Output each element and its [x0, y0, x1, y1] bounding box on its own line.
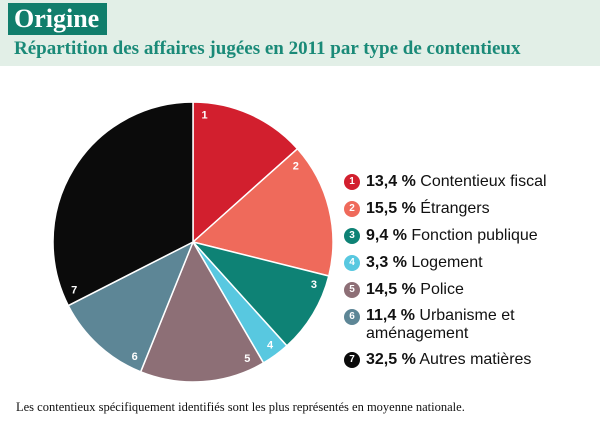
- pie-slice-3: [190, 240, 330, 347]
- legend-item-2: 2 15,5 % Étrangers: [344, 199, 600, 219]
- chart-subtitle: Répartition des affaires jugées en 2011 …: [14, 38, 521, 59]
- pie-label-2: 2: [293, 161, 299, 173]
- legend-percent-6: 11,4 %: [366, 307, 415, 324]
- legend-item-7: 7 32,5 % Autres matières: [344, 350, 600, 370]
- legend-label-4: Logement: [411, 254, 483, 271]
- legend-label-7: Autres matières: [419, 351, 532, 368]
- legend-label-3: Fonction publique: [411, 227, 538, 244]
- pie-label-4: 4: [267, 339, 274, 351]
- legend-label-6: Urbanisme et aménagement: [366, 307, 515, 342]
- pie-slice-2: [191, 147, 334, 277]
- legend-marker-2: 2: [344, 201, 360, 217]
- legend-item-1: 1 13,4 % Contentieux fiscal: [344, 172, 600, 192]
- chart-legend: 1 13,4 % Contentieux fiscal 2 15,5 % Étr…: [344, 172, 600, 377]
- legend-percent-4: 3,3 %: [366, 254, 407, 271]
- pie-label-6: 6: [132, 351, 138, 363]
- legend-percent-3: 9,4 %: [366, 227, 407, 244]
- legend-percent-1: 13,4 %: [366, 173, 416, 190]
- footnote: Les contentieux spécifiquement identifié…: [16, 400, 465, 414]
- legend-item-4: 4 3,3 % Logement: [344, 253, 600, 273]
- legend-marker-4: 4: [344, 255, 360, 271]
- legend-marker-6: 6: [344, 309, 360, 325]
- legend-label-5: Police: [420, 281, 464, 298]
- pie-slice-7: [52, 101, 194, 307]
- pie-label-1: 1: [201, 110, 207, 122]
- page-title: Origine: [8, 3, 108, 35]
- legend-item-5: 5 14,5 % Police: [344, 280, 600, 300]
- pie-slice-labels: 1 2 3 4 5 6 7: [71, 110, 317, 365]
- pie-label-7: 7: [71, 285, 77, 297]
- legend-item-6: 6 11,4 % Urbanisme et aménagement: [344, 307, 600, 343]
- legend-item-3: 3 9,4 % Fonction publique: [344, 226, 600, 246]
- legend-label-1: Contentieux fiscal: [420, 173, 547, 190]
- pie-slice-6: [67, 240, 195, 373]
- legend-marker-3: 3: [344, 228, 360, 244]
- legend-label-2: Étrangers: [420, 200, 490, 217]
- legend-percent-2: 15,5 %: [366, 200, 416, 217]
- legend-percent-5: 14,5 %: [366, 281, 416, 298]
- header-band: Origine Répartition des affaires jugées …: [0, 0, 600, 66]
- legend-marker-7: 7: [344, 352, 360, 368]
- pie-label-5: 5: [244, 353, 250, 365]
- pie-slice-5: [139, 240, 265, 383]
- legend-percent-7: 32,5 %: [366, 351, 416, 368]
- pie-slice-1: [192, 101, 299, 244]
- legend-marker-5: 5: [344, 282, 360, 298]
- pie-slices: [52, 101, 334, 383]
- pie-label-3: 3: [311, 279, 317, 291]
- legend-marker-1: 1: [344, 174, 360, 190]
